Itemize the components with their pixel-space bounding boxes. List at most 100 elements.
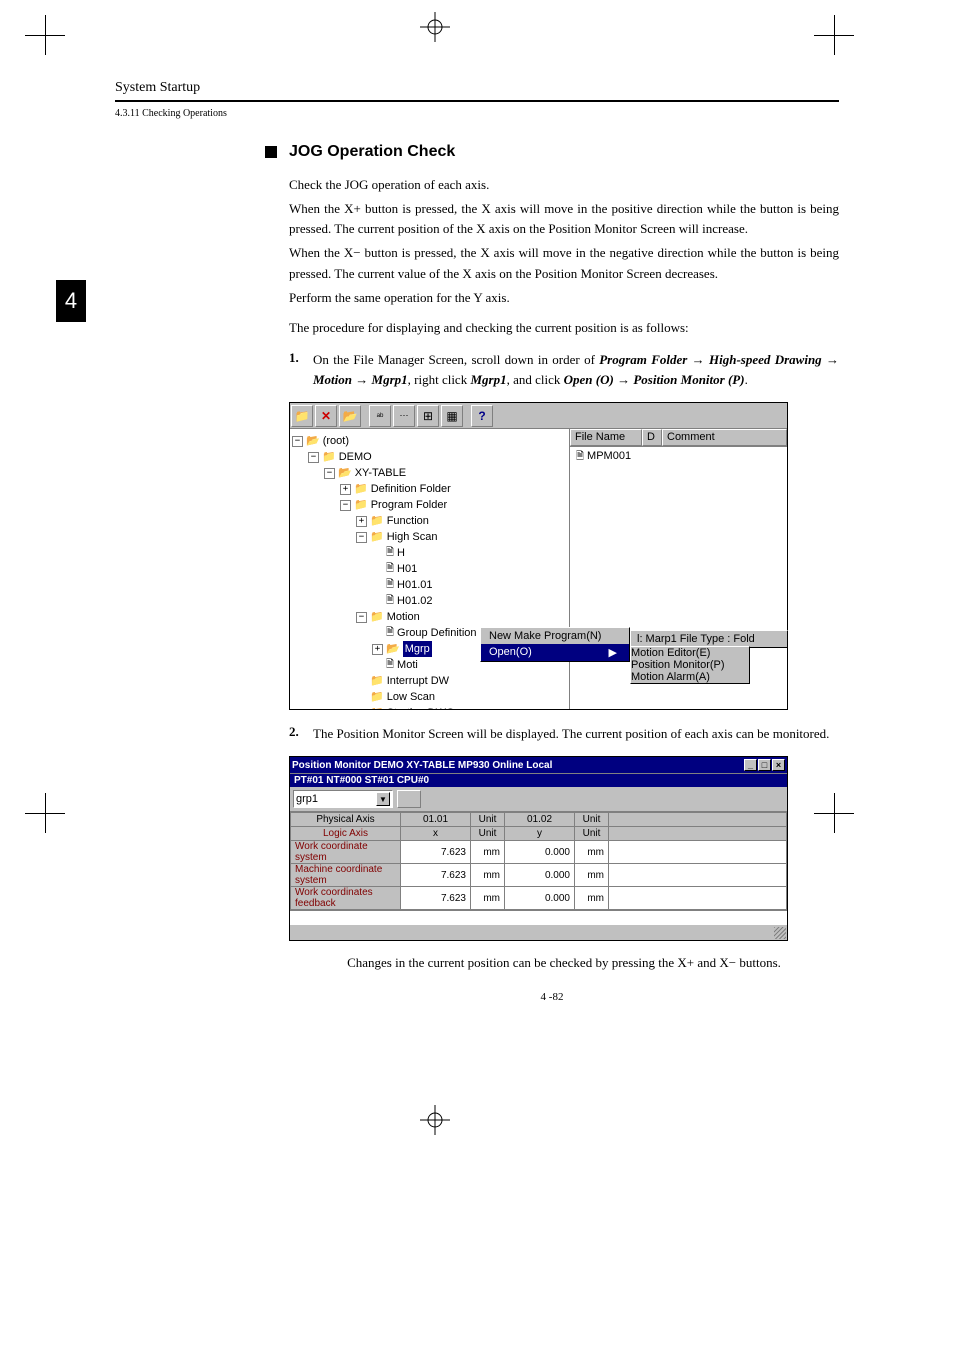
group-select[interactable]: grp1 ▼ xyxy=(293,790,393,808)
tree-item[interactable]: Definition Folder xyxy=(371,481,451,497)
tree-view[interactable]: −📂(root) −📁DEMO −📂XY-TABLE +📁Definition … xyxy=(290,429,570,709)
context-menu: New Make Program(N) Open(O)▶ xyxy=(480,627,630,662)
step-body: On the File Manager Screen, scroll down … xyxy=(313,350,839,390)
tree-item[interactable]: (root) xyxy=(323,433,349,449)
toolbar-view4-button[interactable]: ▦ xyxy=(441,405,463,427)
tree-item[interactable]: XY-TABLE xyxy=(355,465,406,481)
tree-item[interactable]: Motion xyxy=(387,609,420,625)
grid-header: Unit xyxy=(575,813,609,827)
column-header[interactable]: File Name xyxy=(570,429,642,446)
submenu-position-monitor[interactable]: Position Monitor(P) xyxy=(631,659,749,671)
tree-item[interactable]: H xyxy=(397,545,405,561)
list-item[interactable]: 🗎MPM001 xyxy=(570,447,787,468)
folder-icon: 📂 xyxy=(386,641,400,657)
section-heading: JOG Operation Check xyxy=(289,143,455,161)
toolbar-view1-button[interactable]: ᵃᵇ xyxy=(369,405,391,427)
tree-item[interactable]: Program Folder xyxy=(371,497,447,513)
close-button[interactable]: × xyxy=(772,759,785,771)
window-title: Position Monitor DEMO XY-TABLE MP930 Onl… xyxy=(292,760,552,771)
pm-toolbar: grp1 ▼ xyxy=(290,787,787,812)
heading-bullet-icon xyxy=(265,146,277,158)
tree-item[interactable]: H01.01 xyxy=(397,577,432,593)
menu-item-new[interactable]: New Make Program(N) xyxy=(481,628,629,644)
collapse-icon[interactable]: − xyxy=(292,436,303,447)
folder-icon: 📁 xyxy=(354,481,368,497)
paragraph: Check the JOG operation of each axis. xyxy=(289,175,839,195)
view-icon: ᵃᵇ xyxy=(377,411,384,421)
column-header[interactable]: D xyxy=(642,429,662,446)
grid-row-label: Logic Axis xyxy=(291,827,401,841)
tree-item[interactable]: DEMO xyxy=(339,449,372,465)
grid-cell: x xyxy=(401,827,471,841)
file-icon: 🗎 xyxy=(386,545,394,561)
grid-cell: y xyxy=(505,827,575,841)
grid-row-label: Work coordinates feedback xyxy=(291,887,401,910)
toolbar-properties-button[interactable]: 📂 xyxy=(339,405,361,427)
procedure-intro: The procedure for displaying and checkin… xyxy=(289,320,839,336)
tree-item[interactable]: Group Definition xyxy=(397,625,477,641)
grid-cell: mm xyxy=(471,864,505,887)
toolbar-view3-button[interactable]: ⊞ xyxy=(417,405,439,427)
folder-icon: 📁 xyxy=(370,513,384,529)
grid-header: Physical Axis xyxy=(291,813,401,827)
grid-cell: mm xyxy=(471,841,505,864)
view-icon: ⋯ xyxy=(400,410,409,421)
tree-item[interactable]: Function xyxy=(387,513,429,529)
status-bar xyxy=(290,924,787,940)
grid-cell: 0.000 xyxy=(505,841,575,864)
grid-cell: 0.000 xyxy=(505,887,575,910)
paragraph: When the X+ button is pressed, the X axi… xyxy=(289,199,839,239)
menu-item-open[interactable]: Open(O)▶ xyxy=(481,644,629,661)
paragraph: Perform the same operation for the Y axi… xyxy=(289,288,839,308)
collapse-icon[interactable]: − xyxy=(356,612,367,623)
tree-item[interactable]: High Scan xyxy=(387,529,438,545)
page-number: 4 -82 xyxy=(265,991,839,1003)
collapse-icon[interactable]: − xyxy=(324,468,335,479)
collapse-icon[interactable]: − xyxy=(356,532,367,543)
properties-icon: 📂 xyxy=(343,409,358,423)
folder-icon: 📁 xyxy=(322,449,336,465)
tree-item[interactable]: Moti xyxy=(397,657,418,673)
submenu-motion-editor[interactable]: Motion Editor(E) xyxy=(631,647,749,659)
expand-icon[interactable]: + xyxy=(340,484,351,495)
tree-item[interactable]: H01 xyxy=(397,561,417,577)
collapse-icon[interactable]: − xyxy=(308,452,319,463)
maximize-button[interactable]: □ xyxy=(758,759,771,771)
position-grid: Physical Axis 01.01 Unit 01.02 Unit Logi… xyxy=(290,812,787,924)
subsection-number: 4.3.11 Checking Operations xyxy=(115,108,839,119)
rule xyxy=(115,100,839,102)
grid-header-empty xyxy=(609,813,787,827)
combo-value: grp1 xyxy=(296,793,318,805)
tree-item-selected[interactable]: Mgrp xyxy=(403,641,432,657)
minimize-button[interactable]: _ xyxy=(744,759,757,771)
help-icon: ? xyxy=(478,409,485,423)
tree-item[interactable]: Interrupt DW xyxy=(387,673,449,689)
toolbar-help-button[interactable]: ? xyxy=(471,405,493,427)
submenu-motion-alarm[interactable]: Motion Alarm(A) xyxy=(631,671,749,683)
grid-cell: mm xyxy=(575,864,609,887)
grid-cell: Unit xyxy=(471,827,505,841)
procedure-step: 1. On the File Manager Screen, scroll do… xyxy=(289,350,839,390)
tree-item[interactable]: Starting DWG xyxy=(387,705,455,709)
tree-item[interactable]: Low Scan xyxy=(387,689,435,705)
file-icon: 🗎 xyxy=(576,451,584,462)
tree-item[interactable]: H01.02 xyxy=(397,593,432,609)
grid-cell: Unit xyxy=(575,827,609,841)
expand-icon[interactable]: + xyxy=(372,644,383,655)
column-header[interactable]: Comment xyxy=(662,429,787,446)
figure-caption: Changes in the current position can be c… xyxy=(289,955,839,971)
folder-icon: 📁 xyxy=(370,689,384,705)
folder-icon: 📁 xyxy=(370,673,384,689)
grid-header: 01.02 xyxy=(505,813,575,827)
grid-cell: mm xyxy=(575,887,609,910)
grid-cell: 7.623 xyxy=(401,841,471,864)
window-subtitle: PT#01 NT#000 ST#01 CPU#0 xyxy=(290,773,787,787)
toolbar-button[interactable] xyxy=(397,790,421,808)
grid-cell: mm xyxy=(471,887,505,910)
toolbar-view2-button[interactable]: ⋯ xyxy=(393,405,415,427)
expand-icon[interactable]: + xyxy=(356,516,367,527)
context-submenu: Motion Editor(E) Position Monitor(P) Mot… xyxy=(630,646,750,684)
toolbar-delete-button[interactable]: ✕ xyxy=(315,405,337,427)
collapse-icon[interactable]: − xyxy=(340,500,351,511)
toolbar-up-button[interactable]: 📁 xyxy=(291,405,313,427)
